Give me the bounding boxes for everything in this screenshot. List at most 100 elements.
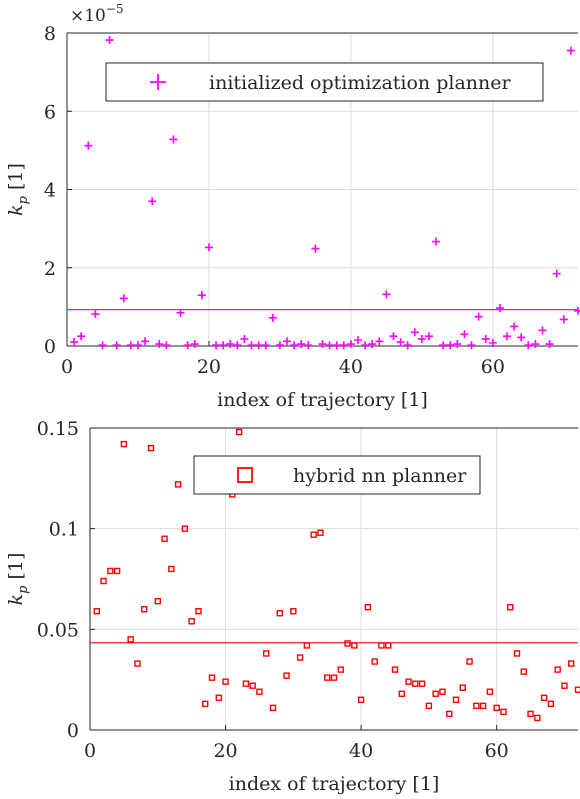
data-point (371, 658, 378, 665)
data-point (385, 642, 392, 649)
data-point (162, 341, 171, 350)
x-tick-label: 60 (481, 356, 505, 378)
y-tick-label: 0 (67, 720, 79, 742)
data-point (446, 341, 455, 350)
data-point (161, 535, 168, 542)
data-point (202, 700, 209, 708)
y-label-unit: [1] (5, 163, 27, 196)
data-point (332, 341, 341, 350)
data-point (100, 577, 107, 585)
data-point (500, 708, 507, 716)
data-point (181, 525, 189, 532)
data-point (527, 710, 534, 718)
data-point (559, 315, 568, 324)
data-point (337, 666, 344, 673)
data-point (473, 702, 480, 710)
data-point (520, 668, 527, 675)
data-point (364, 603, 372, 611)
data-point (310, 531, 317, 538)
legend-marker (237, 467, 253, 483)
data-point (510, 322, 519, 331)
data-point (215, 694, 222, 701)
data-point (357, 696, 365, 703)
x-axis-label: index of trajectory [1] (229, 773, 440, 795)
data-point (561, 682, 568, 689)
data-point (538, 326, 547, 335)
data-point (70, 338, 79, 347)
data-point (148, 197, 157, 206)
data-point (254, 341, 263, 350)
data-point (378, 642, 385, 649)
data-point (297, 340, 306, 349)
data-point (133, 341, 142, 350)
chart-panel-1: 0 20 40 60 0 2 4 6 8 ×10−5 index of trajectory [1]… (5, 2, 580, 411)
x-tick-label: 0 (84, 740, 96, 762)
data-point (495, 304, 504, 313)
data-point (417, 334, 426, 343)
data-point (311, 244, 320, 253)
data-point (524, 341, 533, 350)
data-point (233, 341, 242, 350)
data-point (398, 690, 405, 697)
data-point (396, 338, 405, 347)
data-point (552, 269, 561, 278)
data-point (568, 660, 575, 667)
data-point (77, 332, 86, 341)
data-point (141, 337, 150, 346)
data-point (242, 680, 250, 687)
data-point (275, 341, 284, 350)
data-point (410, 328, 419, 337)
data-point (418, 680, 426, 687)
data-point (197, 291, 206, 300)
chart-panel-2: 0 20 40 60 0 0.05 0.1 0.15 index of trajectory [… (5, 418, 580, 795)
data-point (466, 658, 473, 665)
data-point (105, 36, 114, 45)
data-point (263, 650, 270, 657)
data-point (174, 481, 182, 488)
data-point (290, 608, 297, 615)
x-tick-label: 20 (213, 740, 237, 762)
data-point (168, 565, 175, 573)
x-tick-label: 60 (485, 740, 509, 762)
exponent-base: ×10 (70, 6, 106, 26)
data-point (547, 700, 555, 708)
data-point (346, 340, 355, 349)
data-point (488, 338, 497, 347)
data-point (412, 680, 419, 687)
data-point (195, 608, 202, 615)
data-point (432, 237, 441, 246)
data-point (169, 135, 178, 144)
data-point (176, 308, 185, 317)
data-point (439, 688, 446, 695)
data-point (107, 567, 114, 575)
x-tick-label: 0 (61, 356, 73, 378)
data-point (375, 337, 384, 346)
x-tick-label: 40 (349, 740, 373, 762)
data-point (119, 294, 128, 303)
data-point (183, 341, 192, 350)
data-point (269, 704, 277, 712)
data-point (467, 341, 476, 350)
data-point (91, 309, 100, 318)
data-point (545, 340, 554, 349)
data-point (84, 141, 93, 150)
data-point (368, 340, 377, 349)
data-point (382, 290, 391, 299)
data-point (190, 340, 199, 349)
data-point (318, 340, 327, 349)
y-label-sub: p (16, 195, 31, 204)
data-point (154, 597, 161, 605)
y-label-sub: p (16, 585, 31, 594)
data-point (361, 341, 370, 350)
data-point (247, 341, 256, 350)
data-point (219, 341, 228, 350)
data-point (517, 333, 526, 342)
data-point (459, 684, 466, 691)
data-point (344, 640, 351, 647)
data-point (353, 336, 362, 345)
data-point (120, 440, 128, 448)
legend-label: initialized optimization planner (209, 72, 511, 94)
data-point (155, 340, 164, 349)
data-point (113, 567, 121, 575)
data-point (317, 529, 324, 536)
